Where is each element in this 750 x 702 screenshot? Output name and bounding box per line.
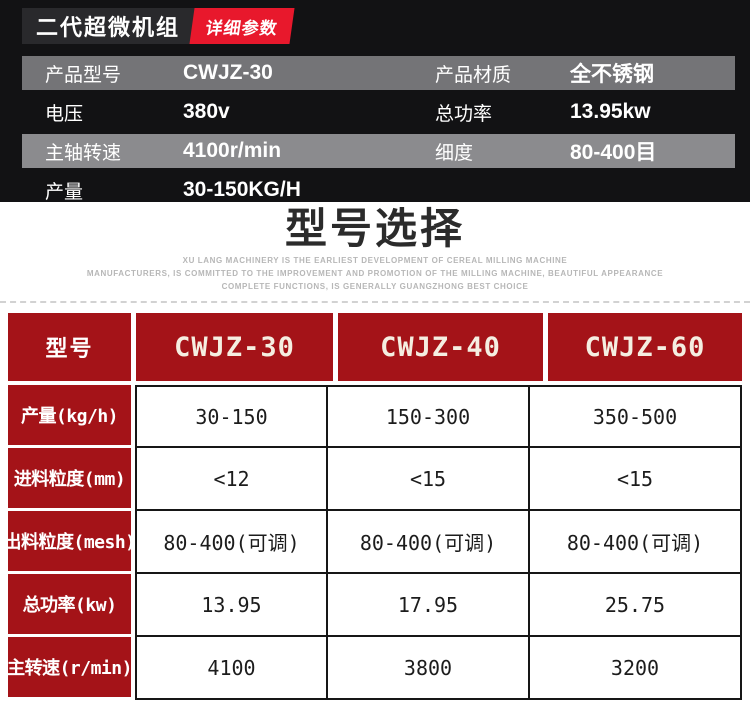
table-header-cwjz-40: CWJZ-40 [338, 313, 543, 381]
table-header-model: 型号 [8, 313, 131, 381]
table-cell: 150-300 [328, 387, 530, 446]
spec-row-speed-fineness: 主轴转速 4100r/min 细度 80-400目 [22, 134, 735, 168]
table-cell: 80-400(可调) [328, 511, 530, 572]
table-cell: <12 [135, 448, 328, 509]
table-cell: 17.95 [328, 574, 530, 635]
spec-label-speed: 主轴转速 [45, 142, 122, 164]
row-label: 产量(kg/h) [8, 385, 131, 445]
hero-spec-panel: 二代超微机组 详细参数 产品型号 CWJZ-30 产品材质 全不锈钢 电压 38… [0, 0, 750, 203]
table-row-output: 产量(kg/h) 30-150 150-300 350-500 [8, 385, 742, 448]
detail-params-badge[interactable]: 详细参数 [189, 8, 295, 44]
table-cell: 3800 [328, 637, 530, 698]
table-row-discharge-size: 出料粒度(mesh) 80-400(可调) 80-400(可调) 80-400(… [3, 511, 742, 574]
table-cell: 80-400(可调) [530, 511, 742, 572]
table-header-cwjz-60: CWJZ-60 [548, 313, 742, 381]
table-row-feed-size: 进料粒度(mm) <12 <15 <15 [8, 448, 742, 511]
spec-rows: 产品型号 CWJZ-30 产品材质 全不锈钢 电压 380v 总功率 13.95… [22, 56, 735, 212]
spec-value-power: 13.95kw [570, 100, 651, 123]
row-data: <12 <15 <15 [135, 448, 742, 511]
table-header-row: 型号 CWJZ-30 CWJZ-40 CWJZ-60 [8, 313, 742, 381]
spec-label-fineness: 细度 [435, 142, 474, 164]
spec-label-output: 产量 [45, 181, 84, 203]
hero-header: 二代超微机组 详细参数 [22, 8, 295, 44]
spec-label-material: 产品材质 [435, 64, 512, 86]
spec-value-fineness: 80-400目 [570, 141, 657, 164]
table-cell: <15 [328, 448, 530, 509]
section-subtitle-line-1: XU LANG MACHINERY IS THE EARLIEST DEVELO… [182, 256, 568, 265]
spec-value-speed: 4100r/min [183, 139, 282, 162]
section-subtitle-line-3: COMPLETE FUNCTIONS, IS GENERALLY GUANGZH… [221, 282, 529, 291]
row-label: 主转速(r/min) [7, 637, 132, 697]
table-cell: 30-150 [135, 387, 328, 446]
model-name: CWJZ-30 [174, 331, 295, 363]
spec-value-model: CWJZ-30 [183, 61, 273, 84]
spec-value-voltage: 380v [183, 100, 230, 123]
model-name: CWJZ-40 [380, 331, 501, 363]
dashed-divider [0, 301, 750, 303]
row-data: 80-400(可调) 80-400(可调) 80-400(可调) [135, 511, 742, 574]
table-header-cwjz-30: CWJZ-30 [136, 313, 333, 381]
model-name: CWJZ-60 [584, 331, 706, 363]
table-cell: <15 [530, 448, 742, 509]
row-label: 出料粒度(mesh) [3, 511, 136, 571]
table-cell: 4100 [135, 637, 328, 698]
spec-value-output: 30-150KG/H [183, 178, 301, 201]
table-cell: 80-400(可调) [135, 511, 328, 572]
row-data: 4100 3800 3200 [135, 637, 742, 700]
spec-row-model-material: 产品型号 CWJZ-30 产品材质 全不锈钢 [22, 56, 735, 90]
model-comparison-table: 型号 CWJZ-30 CWJZ-40 CWJZ-60 产量(kg/h) 30-1… [3, 313, 742, 702]
table-cell: 25.75 [530, 574, 742, 635]
spec-row-voltage-power: 电压 380v 总功率 13.95kw [22, 95, 735, 129]
table-row-spindle-speed: 主转速(r/min) 4100 3800 3200 [7, 637, 742, 700]
section-title: 型号选择 [284, 205, 465, 252]
spec-label-voltage: 电压 [45, 103, 84, 125]
table-row-total-power: 总功率(kw) 13.95 17.95 25.75 [8, 574, 742, 637]
spec-label-power: 总功率 [435, 103, 493, 125]
spec-label-model: 产品型号 [45, 64, 122, 86]
row-label: 总功率(kw) [8, 574, 131, 634]
table-cell: 13.95 [135, 574, 328, 635]
spec-row-output: 产量 30-150KG/H [22, 173, 735, 207]
table-cell: 350-500 [530, 387, 742, 446]
section-subtitle-line-2: MANUFACTURERS, IS COMMITTED TO THE IMPRO… [86, 269, 664, 278]
table-cell: 3200 [530, 637, 742, 698]
spec-value-material: 全不锈钢 [570, 63, 654, 86]
row-data: 13.95 17.95 25.75 [135, 574, 742, 637]
row-label: 进料粒度(mm) [8, 448, 131, 508]
product-title: 二代超微机组 [22, 8, 197, 44]
model-select-section: 型号选择 XU LANG MACHINERY IS THE EARLIEST D… [0, 205, 750, 292]
row-data: 30-150 150-300 350-500 [135, 385, 742, 448]
